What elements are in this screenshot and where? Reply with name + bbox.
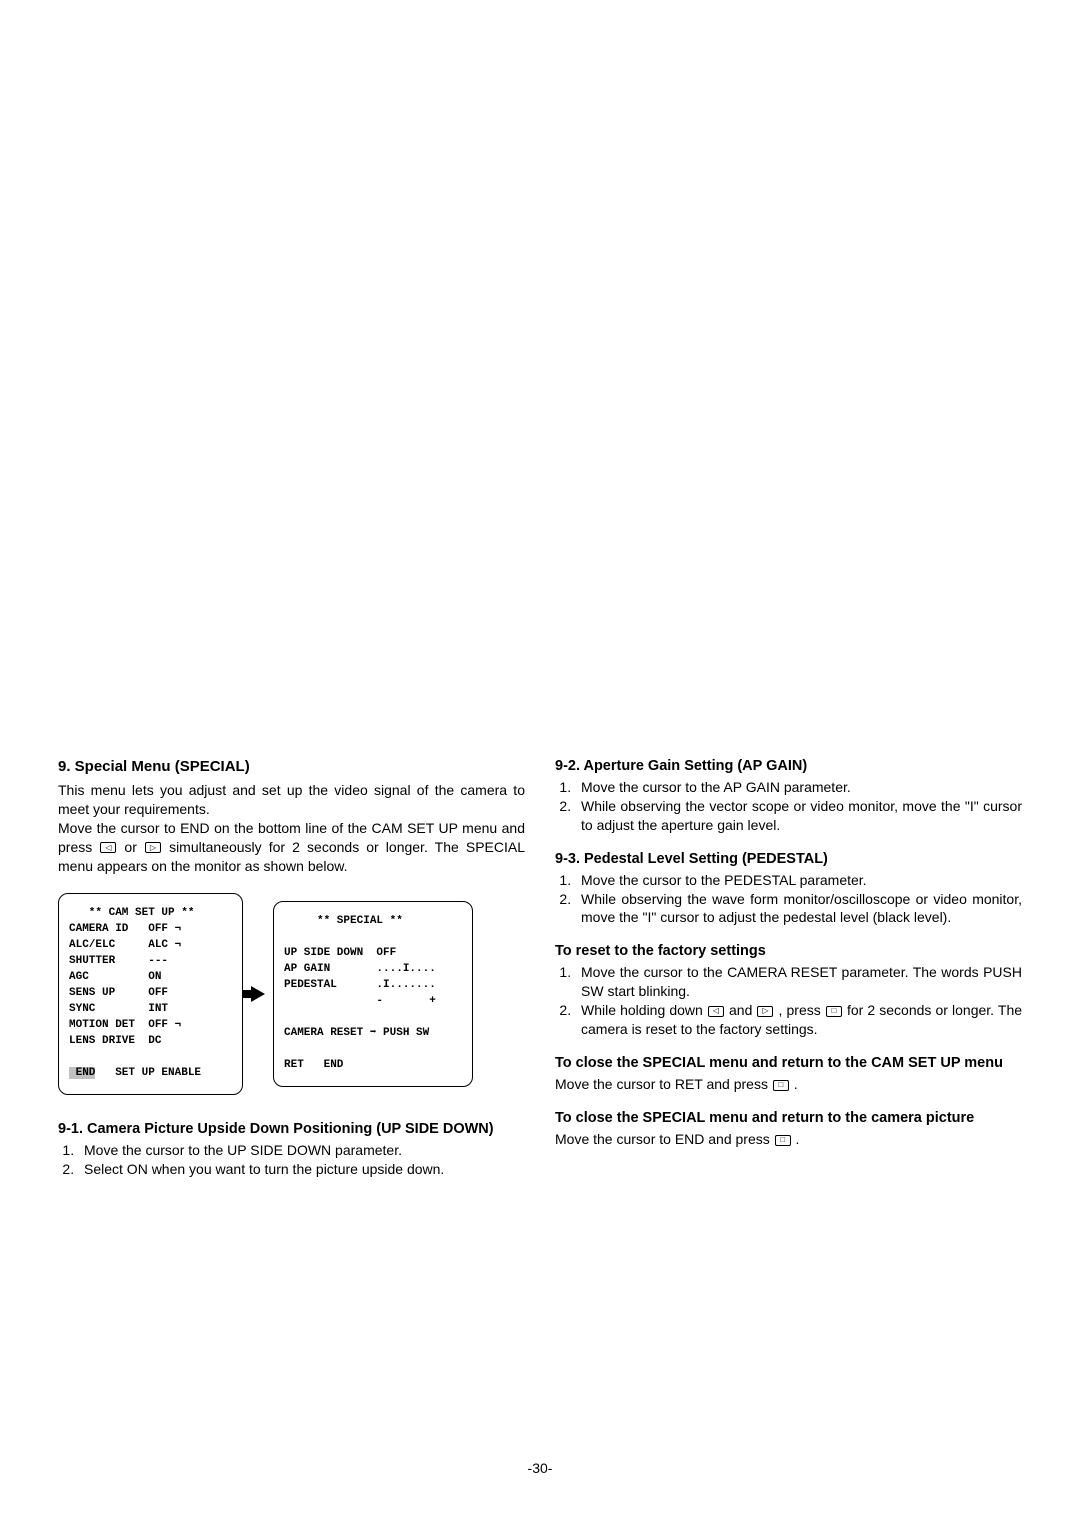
m1-l3: SHUTTER --- [69,955,168,967]
page-number: -30- [0,1460,1080,1476]
m1-l2: ALC/ELC ALC ¬ [69,939,181,951]
m1-l8: LENS DRIVE DC [69,1035,161,1047]
m2-title: ** SPECIAL ** [284,915,403,927]
left-button-icon: ◁ [708,1006,724,1017]
m1-l10b: SET UP ENABLE [95,1067,201,1079]
reset-li2-b: and [729,1002,756,1018]
list-item: Move the cursor to the AP GAIN parameter… [575,778,1022,797]
list-item: While observing the wave form monitor/os… [575,890,1022,928]
cam-setup-menu: ** CAM SET UP ** CAMERA ID OFF ¬ ALC/ELC… [58,893,243,1094]
reset-li2-a: While holding down [581,1002,707,1018]
close1-text-a: Move the cursor to RET and press [555,1076,772,1092]
m1-l7: MOTION DET OFF ¬ [69,1019,181,1031]
center-button-icon: □ [775,1135,791,1146]
menu-diagram: ** CAM SET UP ** CAMERA ID OFF ¬ ALC/ELC… [58,893,525,1094]
m2-l7a: CAMERA RESET [284,1027,370,1039]
center-button-icon: □ [826,1006,842,1017]
m2-l2: UP SIDE DOWN OFF [284,947,396,959]
m1-l4: AGC ON [69,971,161,983]
close2-text-a: Move the cursor to END and press [555,1131,774,1147]
left-column: 9. Special Menu (SPECIAL) This menu lets… [58,758,525,1179]
special-menu: ** SPECIAL ** UP SIDE DOWN OFF AP GAIN .… [273,901,473,1086]
m1-l6: SYNC INT [69,1003,168,1015]
m2-l3: AP GAIN ....I.... [284,963,436,975]
close-cam-text: Move the cursor to RET and press □ . [555,1075,1022,1094]
m2-l5: - + [284,995,436,1007]
m2-l7b: PUSH SW [376,1027,429,1039]
list-item: Move the cursor to the CAMERA RESET para… [575,963,1022,1001]
reset-list: Move the cursor to the CAMERA RESET para… [555,963,1022,1039]
m1-l5: SENS UP OFF [69,987,168,999]
close-cam-title: To close the SPECIAL menu and return to … [555,1055,1022,1071]
center-button-icon: □ [773,1080,789,1091]
sub-9-1-list: Move the cursor to the UP SIDE DOWN para… [58,1141,525,1179]
close2-text-b: . [796,1131,800,1147]
close-picture-text: Move the cursor to END and press □ . [555,1130,1022,1149]
sub-9-2-list: Move the cursor to the AP GAIN parameter… [555,778,1022,835]
section-9-para2: Move the cursor to END on the bottom lin… [58,819,525,876]
close1-text-b: . [794,1076,798,1092]
list-item: While holding down ◁ and ▷ , press □ for… [575,1001,1022,1039]
sub-9-2-title: 9-2. Aperture Gain Setting (AP GAIN) [555,758,1022,774]
m1-l1: CAMERA ID OFF ¬ [69,923,181,935]
left-button-icon: ◁ [100,842,116,853]
right-column: 9-2. Aperture Gain Setting (AP GAIN) Mov… [555,758,1022,1179]
section-9-para1: This menu lets you adjust and set up the… [58,781,525,819]
list-item: Move the cursor to the PEDESTAL paramete… [575,871,1022,890]
para2-text-b: or [124,839,144,855]
list-item: While observing the vector scope or vide… [575,797,1022,835]
reset-title: To reset to the factory settings [555,943,1022,959]
list-item: Move the cursor to the UP SIDE DOWN para… [78,1141,525,1160]
m2-l4: PEDESTAL .I....... [284,979,436,991]
close-picture-title: To close the SPECIAL menu and return to … [555,1110,1022,1126]
arrow-icon [251,986,265,1002]
right-button-icon: ▷ [757,1006,773,1017]
m2-l9: RET END [284,1059,343,1071]
reset-li2-c: , press [779,1002,825,1018]
list-item: Select ON when you want to turn the pict… [78,1160,525,1179]
m1-title: ** CAM SET UP ** [69,907,194,919]
section-9-title: 9. Special Menu (SPECIAL) [58,758,525,775]
m1-l10a: END [69,1067,95,1079]
sub-9-3-title: 9-3. Pedestal Level Setting (PEDESTAL) [555,851,1022,867]
right-button-icon: ▷ [145,842,161,853]
sub-9-3-list: Move the cursor to the PEDESTAL paramete… [555,871,1022,928]
sub-9-1-title: 9-1. Camera Picture Upside Down Position… [58,1121,525,1137]
